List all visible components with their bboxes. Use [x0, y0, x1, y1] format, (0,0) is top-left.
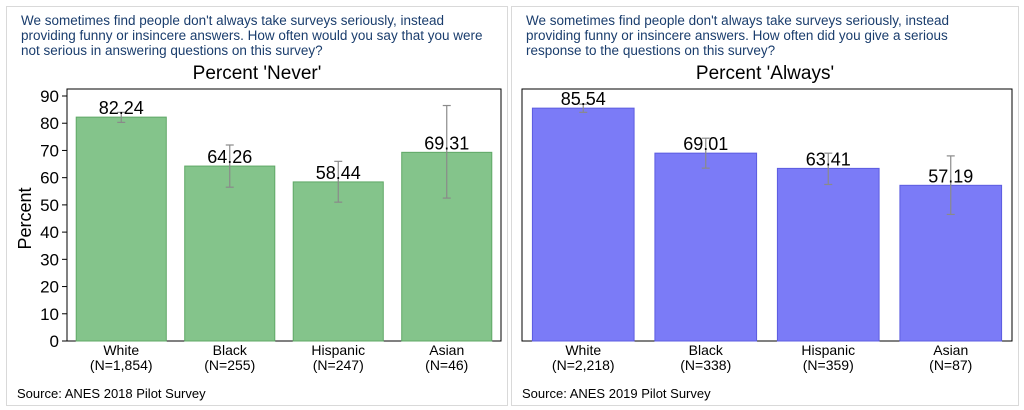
left-value-label: 82.24	[99, 98, 144, 118]
right-n-label: (N=2,218)	[552, 357, 615, 373]
right-value-label: 63.41	[806, 149, 851, 169]
right-chart-title: Percent 'Always'	[695, 63, 835, 84]
left-chart-title: Percent 'Never'	[192, 63, 322, 84]
right-chart: 85.54 White(N=2,218) 69.01 Black(N=338) 63.4…	[521, 88, 1013, 373]
left-y-tick-label: 50	[40, 196, 59, 215]
left-n-label: (N=255)	[204, 357, 255, 373]
right-n-label: (N=338)	[680, 357, 731, 373]
left-y-tick-label: 60	[40, 169, 59, 188]
left-n-label: (N=46)	[425, 357, 468, 373]
left-n-label: (N=247)	[313, 357, 364, 373]
left-value-label: 69.31	[424, 133, 469, 153]
left-source-note: Source: ANES 2018 Pilot Survey	[17, 386, 206, 401]
right-category-label: Asian	[933, 342, 968, 358]
left-category-label: White	[103, 342, 139, 358]
right-value-label: 69.01	[683, 134, 728, 154]
right-value-label: 85.54	[561, 89, 606, 109]
left-value-label: 58.44	[316, 163, 361, 183]
left-category-label: Asian	[429, 342, 464, 358]
left-y-axis-title: Percent	[15, 187, 35, 249]
left-chart: 0 10 20 30 40 50 60 70 80 90 Percent 82.24 White(N=1…	[15, 87, 502, 373]
left-bar-black	[184, 165, 276, 342]
left-y-tick-label: 30	[40, 250, 59, 269]
left-bar-white	[75, 116, 167, 342]
left-y-tick-label: 10	[40, 305, 59, 324]
left-y-tick-label: 40	[40, 223, 59, 242]
right-source-note: Source: ANES 2019 Pilot Survey	[522, 386, 711, 401]
left-panel: We sometimes find people don't always ta…	[6, 6, 508, 406]
left-y-tick-label: 0	[50, 332, 59, 351]
left-category-label: Hispanic	[311, 342, 365, 358]
left-y-tick-label: 80	[40, 114, 59, 133]
left-n-label: (N=1,854)	[90, 357, 153, 373]
right-n-label: (N=359)	[803, 357, 854, 373]
right-n-label: (N=87)	[929, 357, 972, 373]
left-y-tick-label: 70	[40, 141, 59, 160]
right-bar-white	[531, 107, 635, 342]
left-value-label: 64.26	[207, 147, 252, 167]
right-bar-black	[654, 152, 758, 342]
right-question-text: We sometimes find people don't always ta…	[526, 13, 950, 58]
right-category-label: Hispanic	[801, 342, 855, 358]
right-category-label: White	[565, 342, 601, 358]
right-plot-frame	[521, 88, 1013, 342]
right-panel: We sometimes find people don't always ta…	[511, 6, 1019, 406]
left-y-tick-label: 90	[40, 87, 59, 106]
right-value-label: 57.19	[928, 166, 973, 186]
left-question-text: We sometimes find people don't always ta…	[21, 13, 483, 58]
left-category-label: Black	[213, 342, 248, 358]
left-plot-frame	[66, 88, 502, 342]
left-bar-hispanic	[292, 181, 384, 342]
left-y-tick-label: 20	[40, 278, 59, 297]
right-bar-hispanic	[776, 167, 880, 342]
right-category-label: Black	[689, 342, 724, 358]
